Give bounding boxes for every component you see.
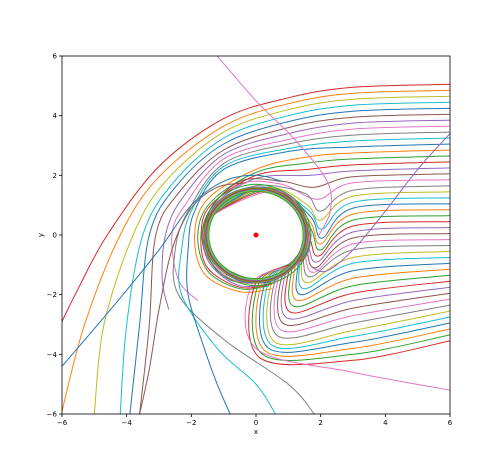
limit-cycle-ring-0 [203,186,309,284]
trajectory-25 [204,186,450,284]
trajectory-20 [203,188,450,282]
x-tick-label: 6 [448,419,453,427]
trajectory-42 [202,188,450,361]
limit-cycle-ring-1 [204,187,308,283]
x-tick-label: 2 [318,419,322,427]
trajectory-23 [203,187,450,284]
trajectory-29 [203,189,450,290]
trajectory-40 [203,186,450,353]
x-tick-label: 4 [383,419,388,427]
y-tick-label: −6 [47,411,58,419]
y-tick-label: 6 [53,53,58,61]
trajectory-group [62,56,450,414]
trajectory-10 [186,143,450,414]
trajectory-38 [203,186,450,346]
trajectory-48 [139,182,247,414]
trajectory-13 [200,161,450,289]
trajectory-27 [204,188,450,283]
trajectory-19 [203,187,450,282]
limit-cycle-ring-2 [205,188,307,282]
limit-cycle-ring-6 [207,190,305,280]
trajectory-16 [202,179,450,283]
x-axis-label: x [254,428,258,436]
trajectory-7 [171,125,450,301]
trajectory-12 [197,155,450,290]
trajectory-47 [62,174,283,367]
fixed-point-marker [253,232,259,238]
x-axis-ticks: −6 −4 −2 0 2 4 6 [57,414,453,427]
trajectory-36 [203,187,450,333]
y-tick-label: 4 [53,112,58,120]
y-tick-label: 2 [53,172,57,180]
trajectory-9 [178,137,450,414]
trajectory-2 [93,95,450,414]
x-tick-label: −2 [186,419,196,427]
trajectory-31 [203,188,450,302]
trajectory-5 [139,113,450,414]
x-tick-label: −6 [57,419,68,427]
trajectory-34 [203,188,450,320]
limit-cycle-ring-7 [208,190,304,280]
x-tick-label: 0 [254,419,258,427]
trajectory-1 [62,89,450,412]
trajectory-6 [161,119,450,310]
limit-cycle-ring-3 [205,188,307,282]
trajectory-24 [204,186,450,284]
trajectory-21 [204,188,450,283]
y-tick-label: −2 [47,291,57,299]
trajectory-14 [202,167,450,288]
trajectory-39 [203,186,450,349]
trajectory-3 [119,101,450,414]
y-axis-ticks: −6 −4 −2 0 2 4 6 [47,53,62,419]
y-tick-label: 0 [53,232,57,240]
limit-cycle-ring-5 [207,189,305,281]
trajectory-11 [194,149,450,293]
y-axis-label: y [37,233,45,237]
trajectory-0 [62,83,450,322]
trajectory-46 [312,133,450,273]
trajectory-4 [129,107,450,414]
x-tick-label: −4 [122,419,133,427]
trajectory-45 [216,56,333,236]
y-tick-label: −4 [47,351,58,359]
trajectory-49 [200,183,312,287]
fixed-point-group [253,232,259,238]
